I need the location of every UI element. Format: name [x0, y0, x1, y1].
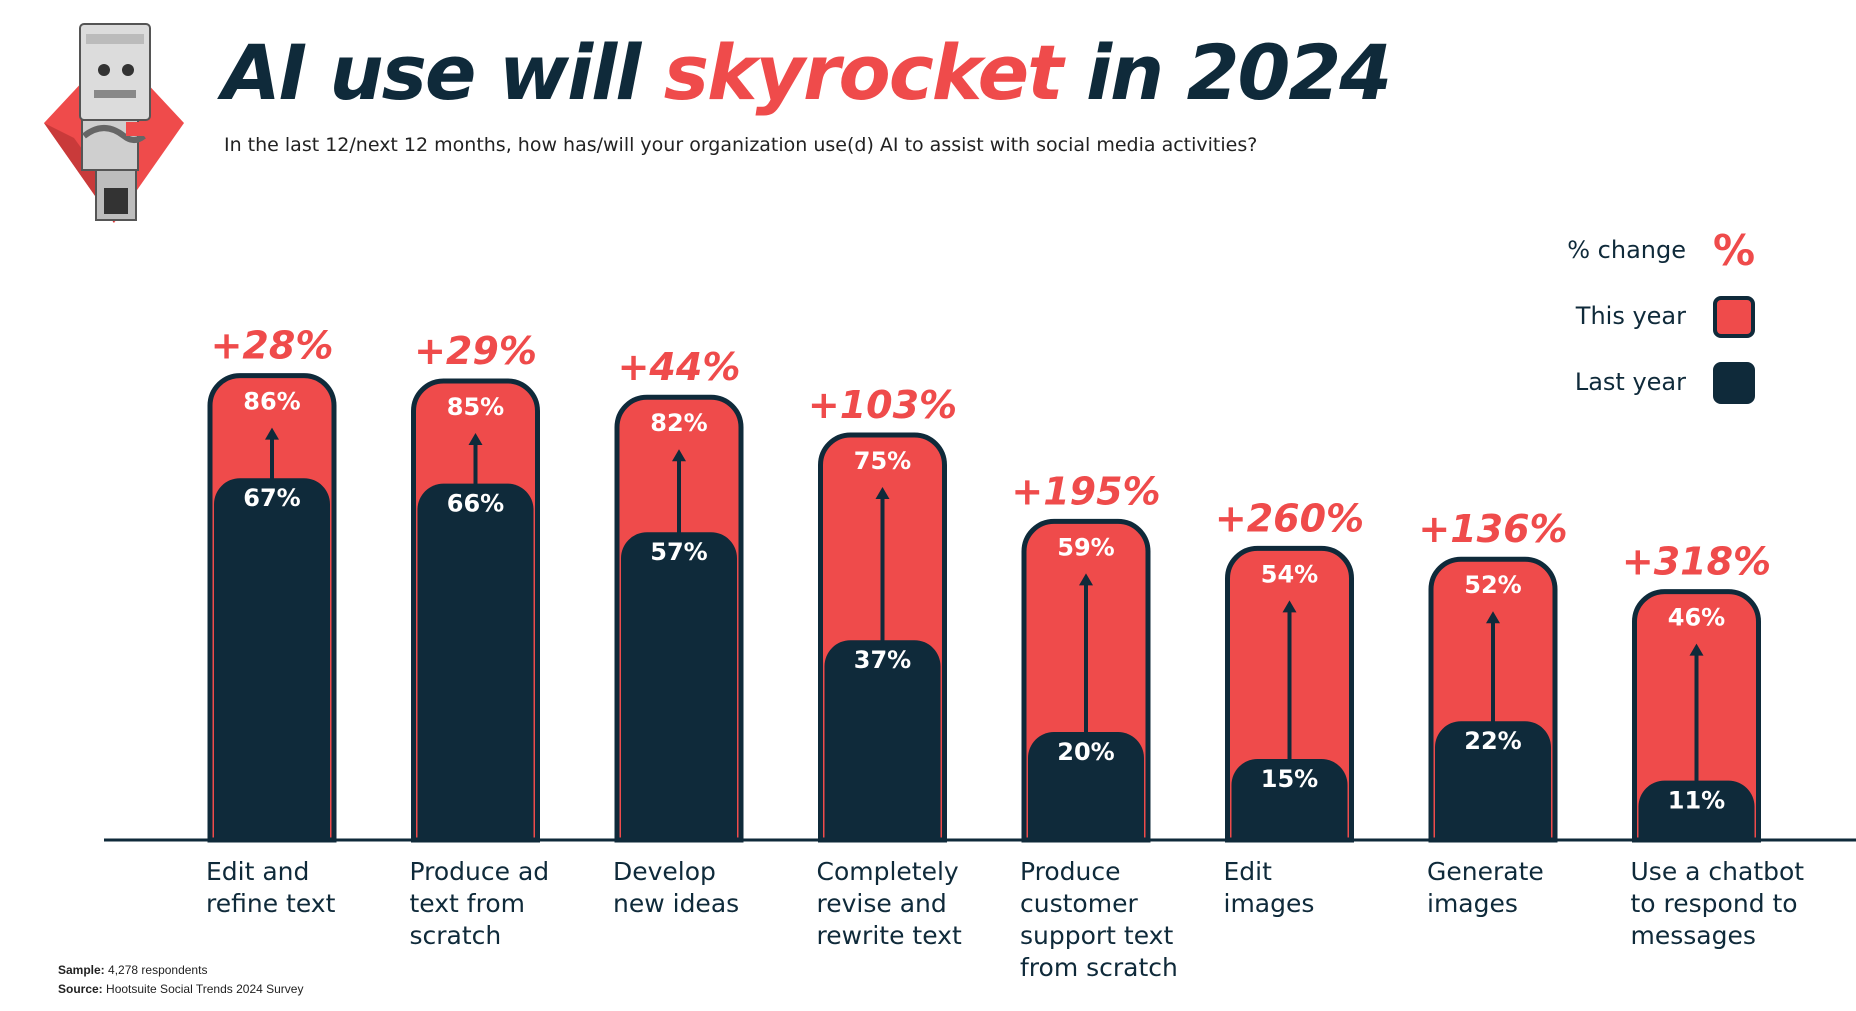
percent-change-label: +318% — [1622, 540, 1771, 584]
footer-sample: Sample: 4,278 respondents — [58, 963, 207, 977]
change-arrow-head — [1486, 611, 1500, 624]
legend-this-year-label: This year — [1575, 302, 1686, 330]
bar-last-year — [1435, 721, 1551, 840]
last-year-value-label: 57% — [650, 538, 707, 566]
category-label-line: customer — [1020, 889, 1138, 918]
category-label: Generate images — [1427, 857, 1544, 918]
percent-change-label: +260% — [1215, 496, 1364, 540]
change-arrow-head — [1079, 573, 1093, 586]
title-highlight: skyrocket — [663, 28, 1064, 117]
category-label: Completely revise and rewrite text — [817, 857, 962, 950]
category-label-line: images — [1427, 889, 1518, 918]
change-arrow-head — [265, 427, 279, 440]
bar-last-year — [214, 478, 330, 840]
last-year-value-label: 67% — [243, 484, 300, 512]
last-year-value-label: 22% — [1464, 727, 1521, 755]
category-label: Produce ad text from scratch — [410, 857, 550, 950]
footer-sample-value: 4,278 respondents — [108, 963, 208, 977]
chart-subtitle: In the last 12/next 12 months, how has/w… — [224, 134, 1258, 156]
category-label-line: Develop — [613, 857, 716, 886]
bar-last-year — [621, 532, 737, 840]
category-label-line: messages — [1631, 921, 1756, 950]
bar-last-year — [1638, 780, 1755, 840]
this-year-value-label: 82% — [650, 409, 707, 437]
this-year-value-label: 86% — [243, 388, 300, 416]
category-label-line: Edit — [1224, 857, 1273, 886]
category-label-line: Completely — [817, 857, 959, 886]
legend-last-year-swatch — [1713, 362, 1755, 404]
category-label: Edit and refine text — [206, 857, 336, 918]
category-label-line: Use a chatbot — [1631, 857, 1805, 886]
last-year-value-label: 11% — [1668, 787, 1725, 815]
bar-group: 82% 57% +44% Develop new ideas — [613, 345, 744, 918]
this-year-value-label: 52% — [1464, 571, 1521, 599]
category-label-line: to respond to — [1631, 889, 1798, 918]
footer-source-label: Source: — [58, 982, 103, 996]
this-year-value-label: 75% — [854, 447, 911, 475]
last-year-value-label: 20% — [1057, 738, 1114, 766]
bar-group: 86% 67% +28% Edit and refine text — [206, 324, 337, 918]
title-part-1: AI use will — [222, 28, 664, 117]
last-year-value-label: 37% — [854, 646, 911, 674]
category-label-line: Edit and — [206, 857, 309, 886]
percent-change-label: +136% — [1418, 507, 1567, 551]
this-year-value-label: 46% — [1668, 604, 1725, 632]
footer-source-value: Hootsuite Social Trends 2024 Survey — [106, 982, 304, 996]
category-label-line: Produce — [1020, 857, 1121, 886]
change-arrow-head — [672, 449, 686, 462]
last-year-value-label: 15% — [1261, 765, 1318, 793]
category-label-line: new ideas — [613, 889, 739, 918]
robot-logo-icon — [44, 23, 184, 223]
category-label: Develop new ideas — [613, 857, 739, 918]
percent-change-label: +29% — [414, 329, 537, 373]
bar-last-year — [417, 483, 534, 840]
legend-change-symbol: % — [1713, 226, 1756, 275]
percent-change-label: +195% — [1011, 469, 1160, 513]
footer-sample-label: Sample: — [58, 963, 105, 977]
bar-group: 46% 11% +318% Use a chatbot to respond to mes… — [1622, 540, 1804, 950]
bar-last-year — [1028, 732, 1144, 840]
percent-change-label: +103% — [808, 383, 957, 427]
bar-group: 52% 22% +136% Generate images — [1418, 507, 1567, 918]
this-year-value-label: 85% — [447, 393, 504, 421]
change-arrow-head — [468, 433, 483, 445]
page-title: AI use will skyrocket in 2024 — [222, 28, 1392, 117]
change-arrow-head — [1689, 643, 1704, 656]
percent-change-label: +44% — [618, 345, 741, 389]
bar-group: 85% 66% +29% Produce ad text from scratch — [410, 329, 550, 950]
category-label: Use a chatbot to respond to messages — [1631, 857, 1805, 950]
category-label: Edit images — [1224, 857, 1315, 918]
category-label-line: refine text — [206, 889, 336, 918]
category-label-line: text from — [410, 889, 525, 918]
bar-group: 54% 15% +260% Edit images — [1215, 496, 1364, 918]
category-label-line: rewrite text — [817, 921, 962, 950]
last-year-value-label: 66% — [447, 490, 504, 518]
category-label-line: scratch — [410, 921, 502, 950]
category-label-line: Generate — [1427, 857, 1544, 886]
this-year-value-label: 59% — [1057, 533, 1114, 561]
bar-group: 75% 37% +103% Completely revise and rewrite t… — [808, 383, 962, 950]
category-label-line: from scratch — [1020, 953, 1178, 982]
change-arrow-head — [875, 487, 890, 499]
category-label-line: revise and — [817, 889, 947, 918]
legend-change-label: % change — [1567, 236, 1686, 264]
legend-this-year-swatch — [1713, 296, 1755, 338]
title-part-2: in 2024 — [1061, 28, 1392, 117]
category-label-line: support text — [1020, 921, 1173, 950]
bar-last-year — [1231, 759, 1348, 840]
footer-source: Source: Hootsuite Social Trends 2024 Sur… — [58, 982, 303, 996]
this-year-value-label: 54% — [1261, 560, 1318, 588]
bar-last-year — [824, 640, 941, 840]
category-label-line: Produce ad — [410, 857, 550, 886]
percent-change-label: +28% — [211, 324, 334, 368]
change-arrow-head — [1282, 600, 1297, 613]
legend-last-year-label: Last year — [1574, 368, 1686, 396]
category-label-line: images — [1224, 889, 1315, 918]
category-label: Produce customer support text from scratch — [1020, 857, 1178, 982]
bar-group: 59% 20% +195% Produce customer support text fr… — [1011, 469, 1178, 982]
